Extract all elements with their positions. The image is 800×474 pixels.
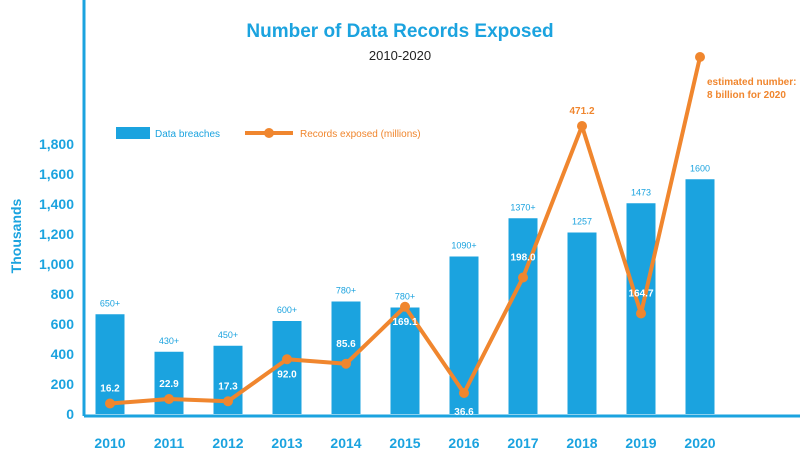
legend-line-label: Records exposed (millions) xyxy=(300,129,421,140)
x-tick-label: 2014 xyxy=(330,435,361,451)
records-point xyxy=(518,272,528,283)
bar-value-label: 600+ xyxy=(277,305,297,315)
legend-bar-swatch xyxy=(116,127,150,139)
records-value-label: 22.9 xyxy=(159,379,179,390)
records-point xyxy=(459,388,469,398)
chart-subtitle: 2010-2020 xyxy=(369,48,431,63)
x-tick-label: 2013 xyxy=(271,435,302,451)
y-tick-label: 1,600 xyxy=(39,166,74,182)
x-tick-label: 2012 xyxy=(212,435,243,451)
records-value-label: 36.6 xyxy=(454,407,474,418)
y-tick-label: 1,800 xyxy=(39,136,74,152)
bar-value-label: 1473 xyxy=(631,187,651,197)
bar-value-label: 650+ xyxy=(100,298,120,308)
y-tick-label: 200 xyxy=(51,376,75,392)
bar-value-label: 430+ xyxy=(159,336,179,346)
bar-value-label: 1600 xyxy=(690,163,710,173)
y-tick-label: 1,000 xyxy=(39,256,74,272)
records-value-label: 85.6 xyxy=(336,339,356,350)
bar-value-label: 780+ xyxy=(395,292,415,302)
records-value-label: 471.2 xyxy=(569,106,594,117)
records-value-label: 16.2 xyxy=(100,384,120,395)
y-tick-label: 800 xyxy=(51,286,75,302)
x-tick-label: 2017 xyxy=(507,435,538,451)
records-point xyxy=(164,394,174,404)
records-point xyxy=(105,398,115,409)
legend-bar-label: Data breaches xyxy=(155,129,220,140)
bar xyxy=(95,314,125,414)
bar xyxy=(331,301,361,414)
y-tick-label: 1,200 xyxy=(39,226,74,242)
x-tick-label: 2011 xyxy=(154,435,185,451)
y-tick-label: 600 xyxy=(51,316,75,332)
x-tick-label: 2016 xyxy=(448,435,479,451)
x-tick-label: 2019 xyxy=(625,435,656,451)
estimate-annotation: estimated number: 8 billion for 2020 xyxy=(707,77,796,101)
y-tick-label: 1,400 xyxy=(39,196,74,212)
y-axis-label: Thousands xyxy=(8,198,24,273)
y-tick-label: 400 xyxy=(51,346,75,362)
records-point xyxy=(341,358,351,369)
bar-value-label: 780+ xyxy=(336,286,356,296)
bar-value-label: 450+ xyxy=(218,330,238,340)
bar xyxy=(390,307,420,414)
records-value-label: 164.7 xyxy=(628,289,653,300)
bar xyxy=(449,256,479,414)
x-tick-label: 2018 xyxy=(566,435,597,451)
bar xyxy=(567,232,597,414)
records-point xyxy=(282,354,292,365)
bar xyxy=(685,179,715,414)
legend-line-marker xyxy=(264,128,274,138)
bar-value-label: 1370+ xyxy=(510,202,535,212)
bar-value-label: 1257 xyxy=(572,217,592,227)
records-value-label: 92.0 xyxy=(277,369,297,380)
records-value-label: 169.1 xyxy=(392,317,417,328)
x-tick-label: 2015 xyxy=(389,435,420,451)
records-point xyxy=(695,52,705,62)
annotation-line-2: 8 billion for 2020 xyxy=(707,90,786,101)
chart-title: Number of Data Records Exposed xyxy=(246,21,553,42)
legend: Data breaches Records exposed (millions) xyxy=(116,127,421,140)
x-tick-label: 2020 xyxy=(684,435,715,451)
annotation-line-1: estimated number: xyxy=(707,77,796,88)
records-value-label: 17.3 xyxy=(218,381,238,392)
x-tick-label: 2010 xyxy=(94,435,125,451)
y-tick-label: 0 xyxy=(66,406,74,422)
records-value-label: 198.0 xyxy=(510,253,535,264)
records-point xyxy=(577,121,587,131)
records-point xyxy=(636,308,646,319)
records-point xyxy=(223,396,233,407)
records-point xyxy=(400,301,410,312)
bar-value-label: 1090+ xyxy=(451,241,476,251)
